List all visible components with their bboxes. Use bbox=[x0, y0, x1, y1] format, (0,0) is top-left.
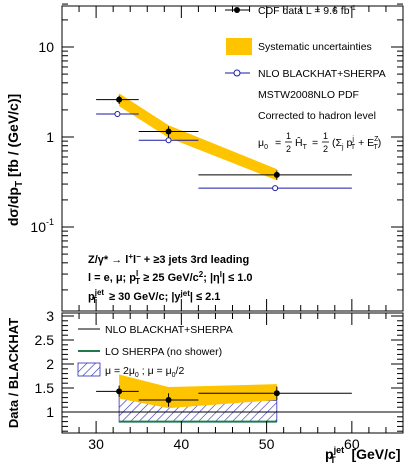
svg-text:2: 2 bbox=[286, 144, 291, 154]
process-annotation: Z/γ* → l+l− + ≥3 jets 3rd leading bbox=[88, 252, 249, 266]
nlo-point bbox=[165, 137, 172, 144]
xtick-label: 50 bbox=[259, 436, 275, 452]
bottom-ylabel: Data / BLACKHAT bbox=[6, 318, 21, 428]
data-point bbox=[165, 128, 172, 135]
svg-text:=: = bbox=[312, 137, 318, 149]
ratio-point bbox=[116, 388, 123, 395]
cuts-annotation: Z/γ* → l+l− + ≥3 jets 3rd leading l = e,… bbox=[88, 252, 253, 305]
ytick-label-10: 10 bbox=[38, 39, 54, 55]
legend-data-marker bbox=[234, 7, 240, 13]
nlo-point bbox=[272, 185, 279, 192]
legend-bottom-nlo-label: NLO BLACKHAT+SHERPA bbox=[105, 324, 233, 336]
bottom-legend: NLO BLACKHAT+SHERPA LO SHERPA (no shower… bbox=[77, 324, 233, 379]
svg-text:μ0: μ0 bbox=[258, 137, 268, 151]
legend-corr-label: Corrected to hadron level bbox=[258, 110, 376, 122]
legend-syst-label: Systematic uncertainties bbox=[258, 41, 372, 53]
legend-nlo-label: NLO BLACKHAT+SHERPA bbox=[258, 68, 386, 80]
syst-band bbox=[119, 93, 277, 181]
nlo-point bbox=[114, 111, 121, 118]
bottom-ytick-label: 3 bbox=[46, 308, 54, 324]
legend-data-label: CDF data L = 9.6 fb-1 bbox=[258, 5, 356, 17]
svg-text:2: 2 bbox=[323, 144, 328, 154]
ratio-point bbox=[165, 397, 172, 403]
xlabel: pjet T [GeV/c] bbox=[325, 445, 400, 465]
legend-bottom-scale-swatch bbox=[77, 362, 101, 377]
ytick-label-0.1: 10-1 bbox=[30, 217, 54, 235]
svg-text:1: 1 bbox=[323, 131, 328, 141]
lepton-cuts-annotation: l = e, μ; pl T ≥ 25 GeV/c2; |ηl| ≤ 1.0 bbox=[88, 269, 253, 286]
top-panel bbox=[62, 3, 403, 311]
top-ylabel: dσ/dpT [fb / (GeV/c)] bbox=[5, 94, 25, 226]
xtick-label: 30 bbox=[88, 436, 104, 452]
bottom-ytick-label: 2.5 bbox=[35, 332, 55, 348]
bottom-panel: 1 1.5 2 2.5 3 30 40 50 60 bbox=[35, 308, 403, 452]
legend-mu0-formula: μ0 = 1 2 ĤT = 1 2 (Σj pj T + EZ T) bbox=[258, 131, 381, 154]
legend-pdf-label: MSTW2008NLO PDF bbox=[258, 89, 359, 101]
legend-bottom-scale-label: μ = 2μ0 ; μ = μ0/2 bbox=[105, 365, 184, 379]
bottom-ytick-label: 2 bbox=[46, 356, 54, 372]
legend-nlo-marker bbox=[233, 69, 241, 77]
svg-text:1: 1 bbox=[286, 131, 291, 141]
legend-syst-swatch bbox=[226, 38, 252, 55]
legend-bottom-lo-label: LO SHERPA (no shower) bbox=[105, 346, 222, 358]
jet-cuts-annotation: pjet T ≥ 30 GeV/c; |yjet| ≤ 2.1 bbox=[88, 288, 220, 305]
xtick-label: 60 bbox=[344, 436, 360, 452]
bottom-ytick-label: 1 bbox=[46, 404, 54, 420]
ratio-point bbox=[273, 390, 280, 397]
data-point bbox=[116, 96, 123, 103]
bottom-ytick-label: 1.5 bbox=[35, 380, 55, 396]
svg-text:ĤT: ĤT bbox=[295, 136, 308, 151]
svg-text:=: = bbox=[275, 137, 281, 149]
xtick-label: 40 bbox=[174, 436, 190, 452]
top-legend: CDF data L = 9.6 fb-1 Systematic uncerta… bbox=[225, 5, 386, 154]
svg-text:(Σj pjT + EZT): (Σj pj T + EZ T) bbox=[332, 136, 381, 151]
ytick-label-1: 1 bbox=[46, 129, 54, 145]
data-point bbox=[273, 171, 280, 178]
